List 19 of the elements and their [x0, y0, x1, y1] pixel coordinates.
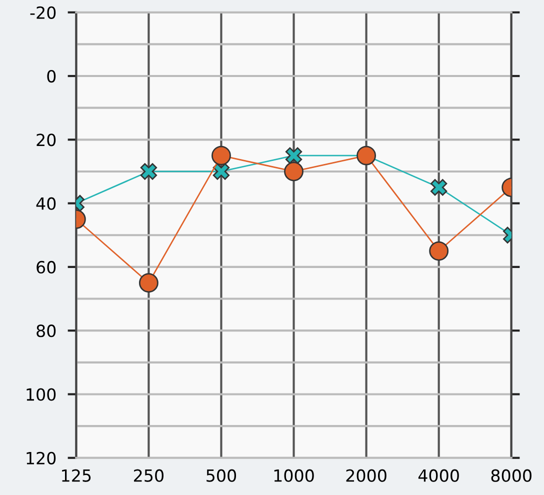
- point: [212, 163, 230, 180]
- x-tick-label: 4000: [418, 469, 459, 482]
- x-tick-label: 125: [62, 469, 91, 482]
- point: [285, 147, 302, 164]
- y-tick-label: 0: [47, 70, 56, 83]
- y-tick-label: 60: [36, 260, 56, 274]
- x-tick-label: 2000: [346, 469, 386, 482]
- y-tick-label: 80: [36, 324, 56, 338]
- y-tick-label: 40: [36, 197, 56, 210]
- x-tick-label: 250: [134, 469, 164, 482]
- point: [212, 146, 231, 166]
- point: [284, 162, 304, 182]
- y-tick-label: 120: [26, 452, 56, 464]
- y-tick-label: 100: [26, 388, 56, 401]
- x-tick-label: 1000: [274, 469, 314, 482]
- x-tick-label: 500: [206, 469, 236, 482]
- y-tick-label: -20: [30, 6, 56, 19]
- x-tick-label: 8000: [491, 469, 532, 482]
- y-tick-label: 20: [36, 134, 56, 146]
